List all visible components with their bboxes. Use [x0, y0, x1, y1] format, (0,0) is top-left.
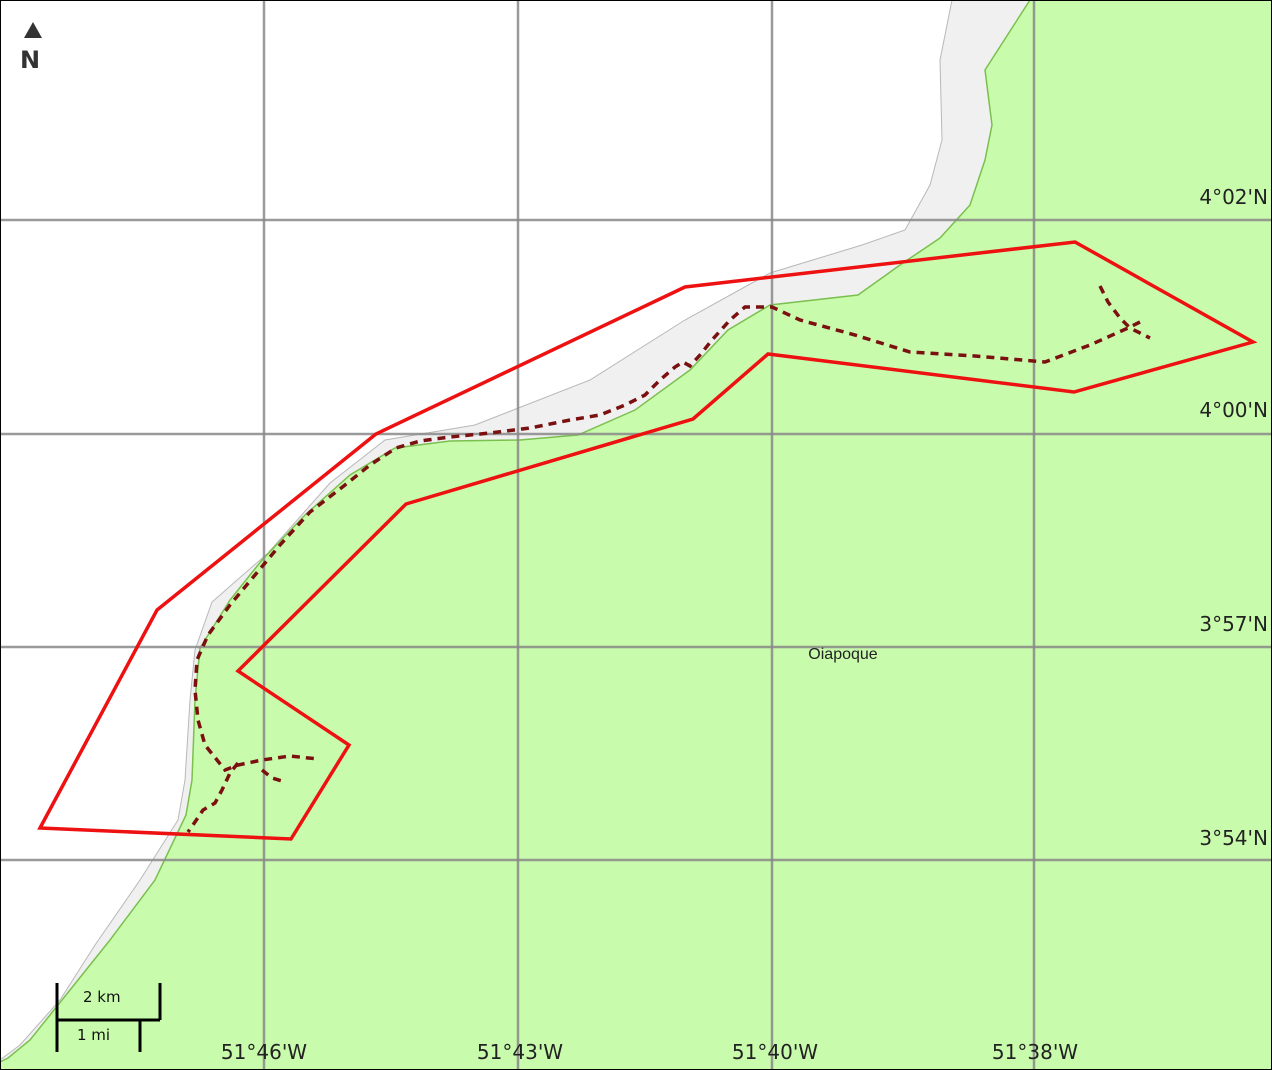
north-arrow-icon: [24, 22, 42, 38]
longitude-label: 51°38'W: [991, 1040, 1079, 1064]
longitude-label: 51°46'W: [220, 1040, 308, 1064]
scale-bar: [55, 983, 162, 1052]
place-label-oiapoque[interactable]: Oiapoque: [808, 646, 878, 663]
scale-bar-metric-label: 2 km: [83, 988, 121, 1006]
latitude-label: 3°57'N: [1199, 612, 1268, 636]
latitude-label: 4°00'N: [1199, 398, 1268, 422]
latitude-label: 4°02'N: [1199, 185, 1268, 209]
protected-area-boundary[interactable]: [37, 240, 1258, 841]
north-arrow-letter: N: [20, 46, 41, 74]
scale-bar-imperial-label: 1 mi: [77, 1026, 111, 1044]
dashed-track-main[interactable]: [186, 285, 1151, 834]
latitude-label: 3°54'N: [1199, 826, 1268, 850]
longitude-label: 51°40'W: [731, 1040, 819, 1064]
longitude-label: 51°43'W: [476, 1040, 564, 1064]
